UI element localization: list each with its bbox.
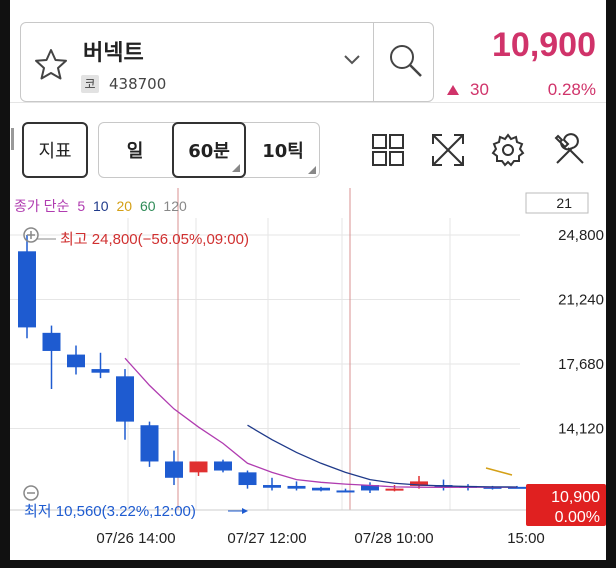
current-price-tag: 10,900 0.00% <box>526 484 606 526</box>
high-price-label: 최고 24,800(−56.05%,09:00) <box>60 231 249 248</box>
stock-selector[interactable]: 버넥트 코 438700 <box>20 22 434 102</box>
stock-name[interactable]: 버넥트 <box>83 41 144 66</box>
candle-body <box>238 472 257 486</box>
up-triangle-icon <box>447 85 459 95</box>
candlestick-chart[interactable]: 종가 단순 5 10 20 60 120 21 24,800 21,240 17… <box>10 188 606 560</box>
candle-body <box>287 485 306 489</box>
ma-legend-title: 종가 단순 <box>14 198 70 214</box>
candle-body <box>18 251 36 328</box>
y-tick-label: 24,800 <box>558 227 604 244</box>
candle-body <box>67 354 85 368</box>
candle-body <box>336 490 355 493</box>
star-icon[interactable] <box>33 47 69 83</box>
ma-10-label: 10 <box>93 198 109 214</box>
candle-body <box>140 425 159 462</box>
candle-body <box>312 487 330 491</box>
high-marker: 최고 24,800(−56.05%,09:00) <box>23 227 249 248</box>
fullscreen-icon[interactable] <box>430 132 466 168</box>
ma-120-label: 120 <box>163 198 187 214</box>
period-count: 21 <box>556 195 572 211</box>
current-price-tag-value: 10,900 <box>551 489 600 506</box>
zoom-out-icon[interactable] <box>23 485 39 501</box>
zoom-in-icon[interactable] <box>23 227 39 243</box>
candle-body <box>116 376 134 422</box>
y-axis: 24,800 21,240 17,680 14,120 <box>558 227 604 438</box>
price-chart[interactable]: 종가 단순 5 10 20 60 120 21 24,800 21,240 17… <box>10 188 606 560</box>
y-tick-label: 17,680 <box>558 356 604 373</box>
y-tick-label: 14,120 <box>558 421 604 438</box>
ma-10-line <box>247 424 518 488</box>
candle-body <box>214 461 232 471</box>
x-axis: 07/26 14:00 07/27 12:00 07/28 10:00 15:0… <box>96 530 544 547</box>
candle-body <box>385 488 404 491</box>
x-tick-label: 07/27 12:00 <box>227 530 306 547</box>
period-day-label: 일 <box>126 141 144 162</box>
ma-5-label: 5 <box>77 198 85 214</box>
candle-body <box>361 485 379 491</box>
current-price-tag-pct: 0.00% <box>555 509 600 526</box>
chart-grid <box>10 218 520 510</box>
left-edge-handle <box>11 128 14 150</box>
ma-20-label: 20 <box>116 198 132 214</box>
window-frame-right <box>606 0 616 568</box>
period-60min-button[interactable]: 60분 <box>172 122 246 178</box>
ma-lines <box>124 357 518 489</box>
candles-group <box>18 235 526 493</box>
candle-body <box>165 461 183 478</box>
ma-20-line <box>485 467 513 476</box>
ma-60-label: 60 <box>140 198 156 214</box>
x-tick-label: 07/28 10:00 <box>354 530 433 547</box>
chevron-down-icon[interactable] <box>343 53 361 67</box>
candle-body <box>189 461 208 473</box>
corner-dropdown-indicator <box>308 166 316 174</box>
low-marker: 최저 10,560(3.22%,12:00) <box>23 485 248 520</box>
layout-grid-icon[interactable] <box>370 132 406 168</box>
price-change-percent: 0.28% <box>547 80 596 99</box>
candle-body <box>42 332 61 351</box>
indicator-button[interactable]: 지표 <box>22 122 88 178</box>
candle-body <box>410 481 428 486</box>
corner-dropdown-indicator <box>232 164 240 172</box>
price-change: 30 <box>470 80 489 99</box>
search-icon[interactable] <box>385 41 425 81</box>
stock-code: 438700 <box>109 75 167 93</box>
ma-legend[interactable]: 종가 단순 5 10 20 60 120 <box>14 198 187 214</box>
period-10tick-button[interactable]: 10틱 <box>246 122 320 178</box>
tools-icon[interactable] <box>552 132 588 168</box>
search-divider <box>373 23 374 101</box>
settings-icon[interactable] <box>490 132 526 168</box>
period-60min-label: 60분 <box>188 141 230 162</box>
period-day-button[interactable]: 일 <box>98 122 172 178</box>
header-divider <box>10 102 606 103</box>
x-tick-label: 15:00 <box>507 530 545 547</box>
code-badge: 코 <box>81 75 99 93</box>
candle-body <box>263 485 281 488</box>
period-count-box[interactable] <box>525 192 589 214</box>
candle-body <box>91 369 110 373</box>
window-frame-left <box>0 0 10 568</box>
current-price: 10,900 <box>492 26 596 64</box>
window-frame-bottom <box>0 560 616 568</box>
ma-5-line <box>124 357 517 489</box>
y-tick-label: 21,240 <box>558 292 604 309</box>
x-tick-label: 07/26 14:00 <box>96 530 175 547</box>
low-price-label: 최저 10,560(3.22%,12:00) <box>24 503 196 520</box>
period-10tick-label: 10틱 <box>262 141 304 162</box>
